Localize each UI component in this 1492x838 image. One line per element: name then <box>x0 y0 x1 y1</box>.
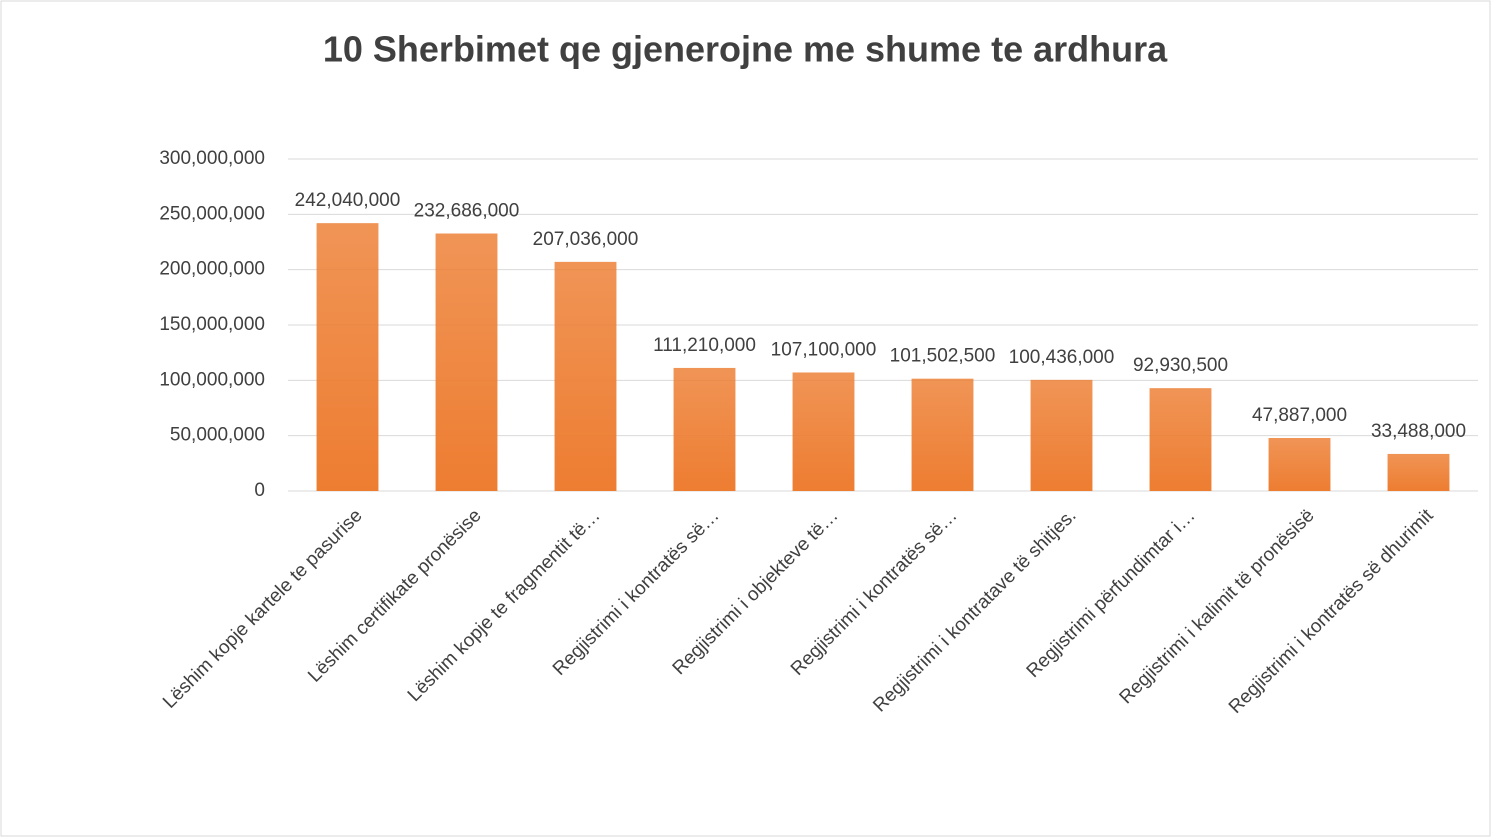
bar <box>911 378 974 491</box>
data-label: 101,502,500 <box>890 346 996 367</box>
y-tick-label: 0 <box>254 480 265 501</box>
data-label: 47,887,000 <box>1252 405 1347 426</box>
bar <box>316 223 379 491</box>
data-label: 100,436,000 <box>1009 347 1115 368</box>
y-tick-label: 250,000,000 <box>159 203 265 224</box>
y-tick-label: 50,000,000 <box>170 425 265 446</box>
data-label: 33,488,000 <box>1371 421 1466 442</box>
bar <box>1387 453 1450 491</box>
bar <box>792 372 855 491</box>
data-label: 111,210,000 <box>653 335 756 356</box>
data-label: 92,930,500 <box>1133 355 1228 376</box>
data-label: 107,100,000 <box>771 339 877 360</box>
y-tick-label: 150,000,000 <box>159 314 265 335</box>
data-label: 242,040,000 <box>295 190 401 211</box>
bar <box>1149 388 1212 491</box>
bar <box>435 233 498 492</box>
chart-title: 10 Sherbimet qe gjenerojne me shume te a… <box>323 29 1168 70</box>
y-tick-label: 200,000,000 <box>159 259 265 280</box>
y-tick-label: 300,000,000 <box>159 148 265 169</box>
data-label: 207,036,000 <box>533 229 639 250</box>
data-label: 232,686,000 <box>414 201 520 222</box>
bar <box>1268 438 1331 491</box>
bar <box>1030 379 1093 491</box>
bar <box>673 367 736 491</box>
y-tick-label: 100,000,000 <box>159 369 265 390</box>
bar <box>554 261 617 491</box>
